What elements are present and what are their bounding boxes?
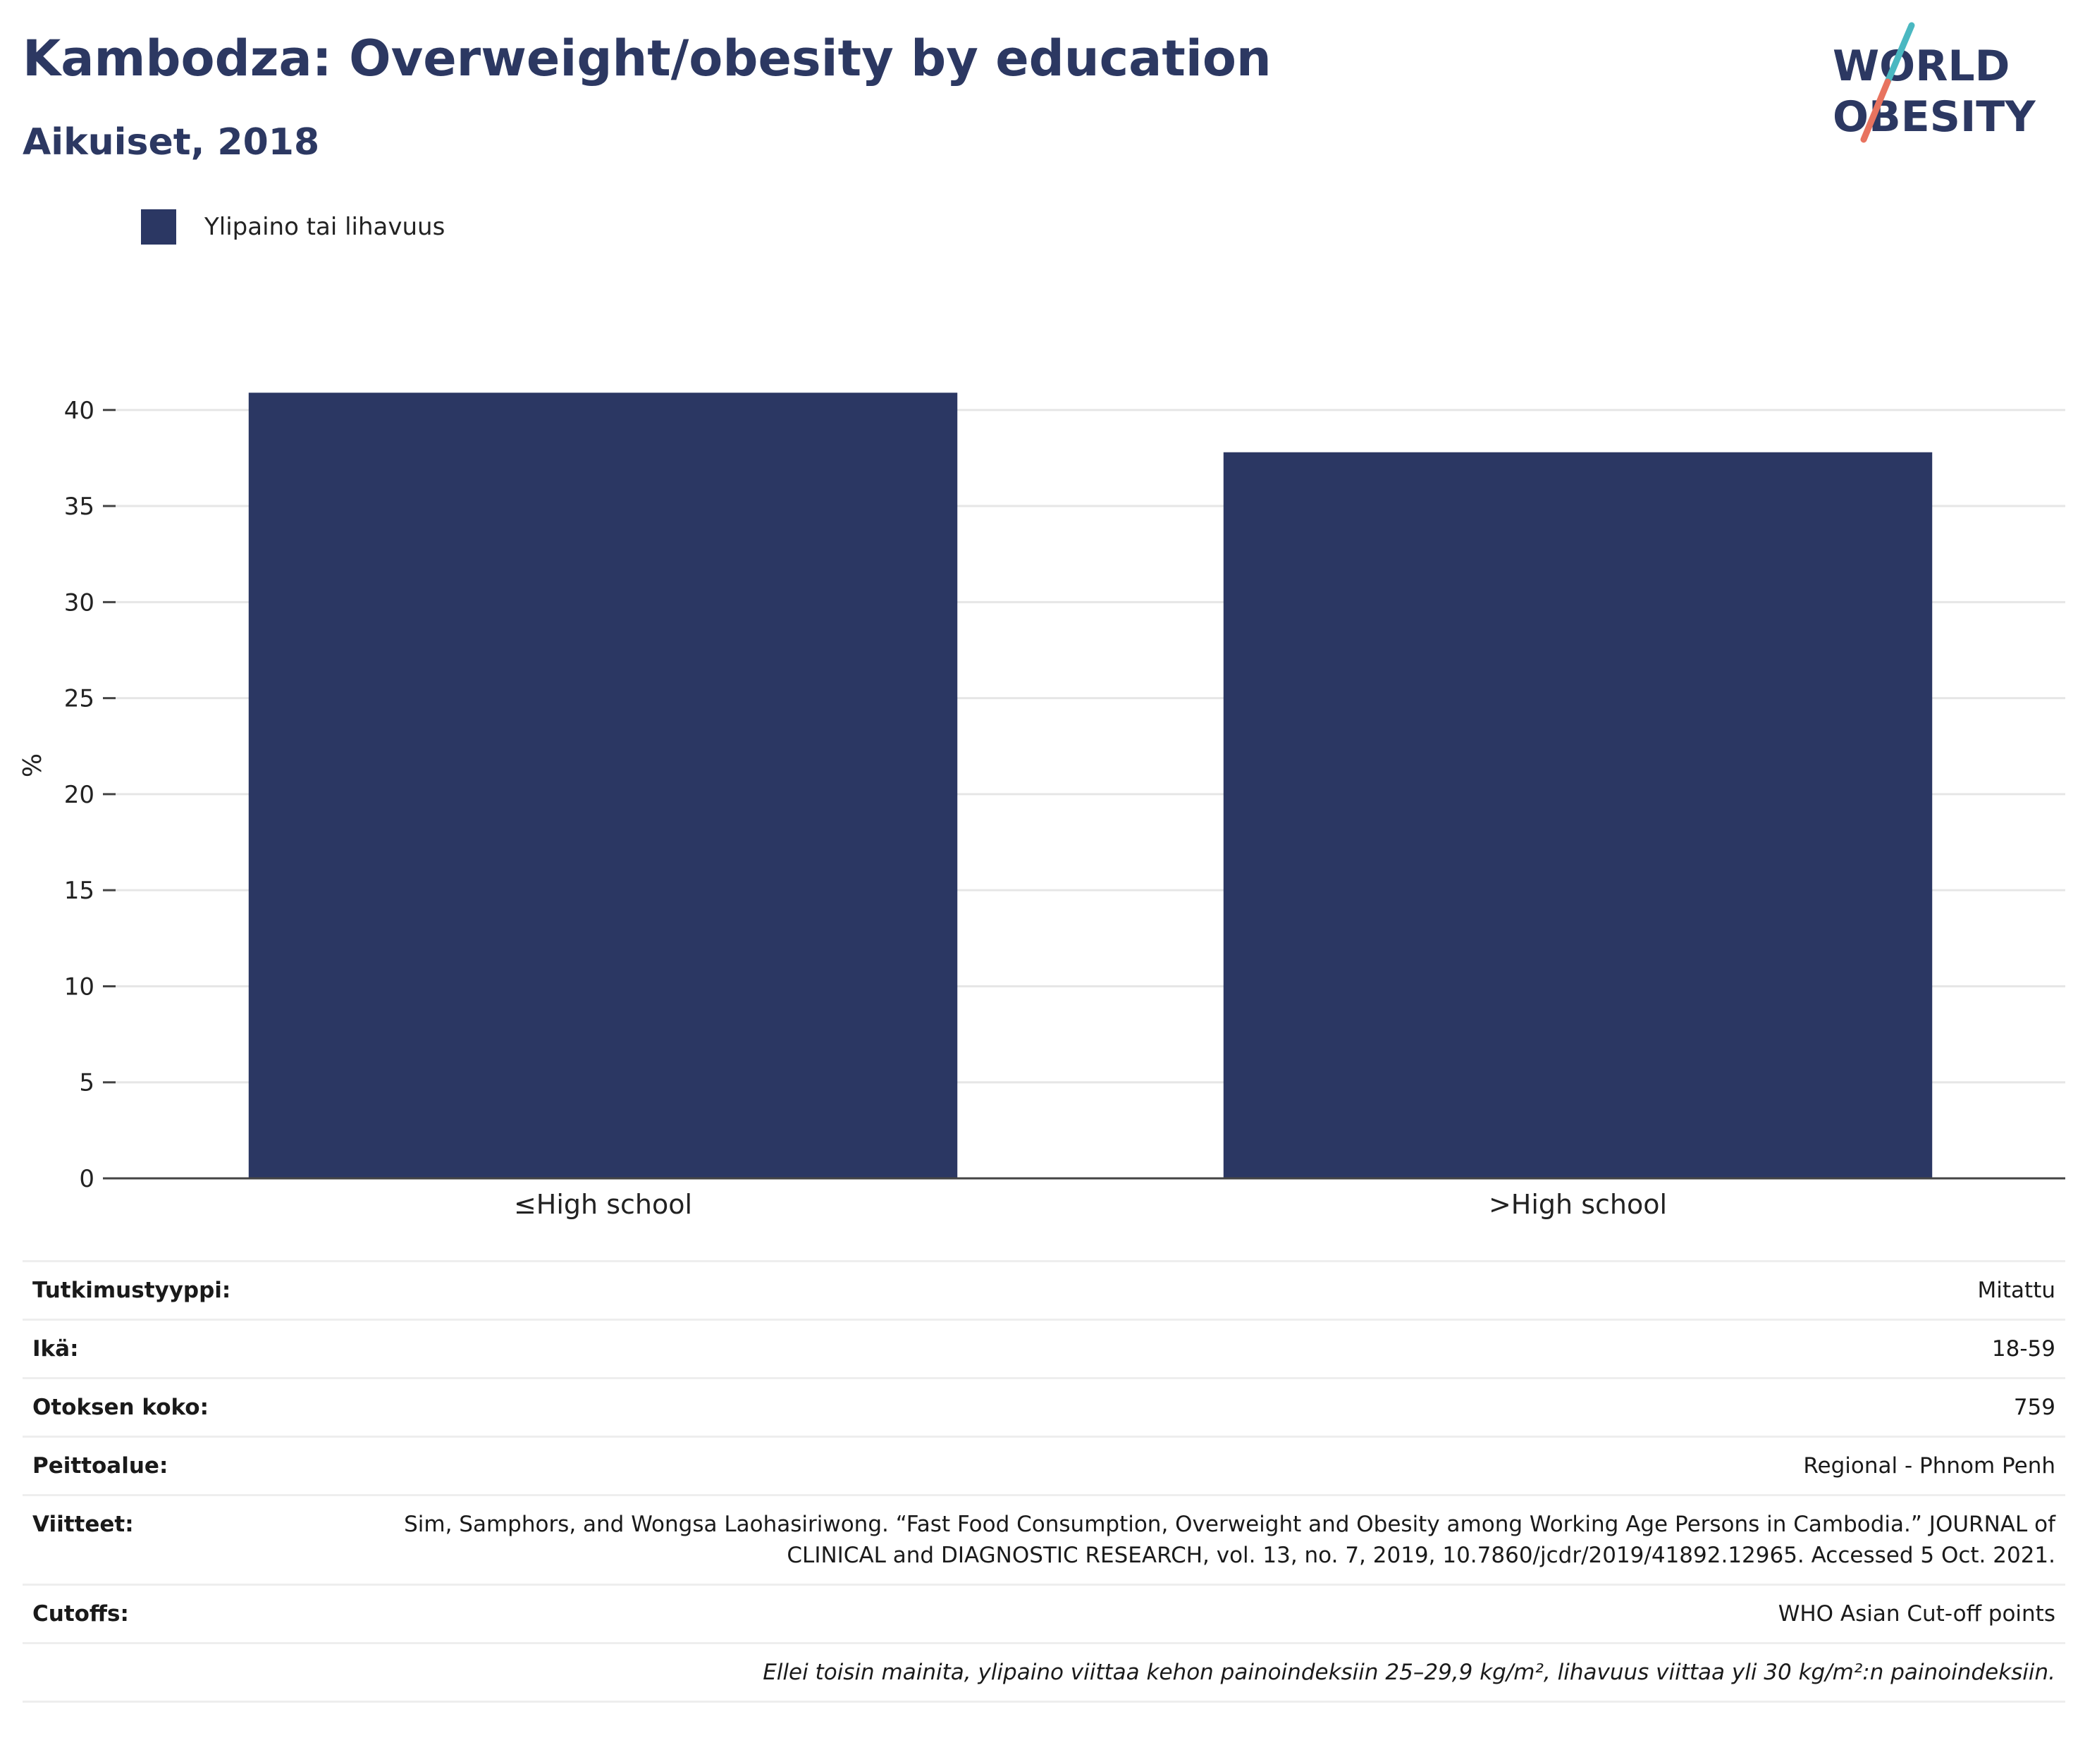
bars	[248, 393, 1933, 1178]
meta-value: Regional - Phnom Penh	[338, 1436, 2065, 1495]
meta-row-study-type: Tutkimustyyppi: Mitattu	[23, 1260, 2065, 1320]
meta-row-cutoffs: Cutoffs: WHO Asian Cut-off points	[23, 1584, 2065, 1643]
chart-legend: Ylipaino tai lihavuus	[141, 209, 445, 245]
x-tick-label: ≤High school	[514, 1189, 692, 1220]
meta-value: Mitattu	[338, 1260, 2065, 1320]
y-tick-label: 40	[64, 397, 94, 425]
meta-key: Peittoalue:	[23, 1436, 338, 1495]
bar-high-school-or-less	[248, 393, 958, 1178]
world-obesity-logo: WORLD OBESITY	[1833, 22, 2036, 143]
chart-subtitle: Aikuiset, 2018	[23, 121, 320, 164]
meta-value: 759	[338, 1377, 2065, 1437]
y-tick-label: 30	[64, 588, 94, 617]
meta-key: Tutkimustyyppi:	[23, 1260, 338, 1320]
legend-swatch	[141, 209, 176, 245]
bar-chart: 0 5 10 15 20 25 30 35 40 ≤High school >High schoo…	[18, 393, 2065, 1220]
logo-slash-top	[1884, 22, 1915, 85]
meta-row-references: Viitteet: Sim, Samphors, and Wongsa Laoh…	[23, 1494, 2065, 1585]
meta-row-coverage: Peittoalue: Regional - Phnom Penh	[23, 1436, 2065, 1495]
y-tick-label: 5	[79, 1069, 94, 1097]
chart-title: Kambodza: Overweight/obesity by educatio…	[23, 30, 1272, 87]
y-axis-label: %	[18, 753, 47, 777]
meta-row-age: Ikä: 18-59	[23, 1319, 2065, 1378]
y-tick-label: 15	[64, 877, 94, 905]
logo-slash-bottom	[1860, 78, 1891, 143]
y-tick-labels: 0 5 10 15 20 25 30 35 40	[64, 397, 116, 1193]
meta-row-note: Ellei toisin mainita, ylipaino viittaa k…	[23, 1642, 2065, 1703]
definition-note: Ellei toisin mainita, ylipaino viittaa k…	[23, 1642, 2065, 1703]
meta-key: Ikä:	[23, 1319, 338, 1378]
metadata-table: Tutkimustyyppi: Mitattu Ikä: 18-59 Otoks…	[23, 1260, 2065, 1703]
y-tick-label: 20	[64, 781, 94, 809]
bar-above-high-school	[1223, 452, 1933, 1178]
meta-key: Viitteet:	[23, 1494, 338, 1585]
x-tick-label: >High school	[1489, 1189, 1667, 1220]
meta-value: WHO Asian Cut-off points	[338, 1584, 2065, 1643]
legend-label: Ylipaino tai lihavuus	[204, 213, 445, 241]
meta-key: Otoksen koko:	[23, 1377, 338, 1437]
meta-value: 18-59	[338, 1319, 2065, 1378]
y-tick-label: 0	[79, 1165, 94, 1193]
meta-row-sample-size: Otoksen koko: 759	[23, 1377, 2065, 1437]
x-tick-labels: ≤High school >High school	[514, 1189, 1667, 1220]
meta-key: Cutoffs:	[23, 1584, 338, 1643]
meta-value: Sim, Samphors, and Wongsa Laohasiriwong.…	[338, 1494, 2065, 1585]
logo-text-world: WORLD	[1833, 42, 2010, 91]
y-tick-label: 10	[64, 973, 94, 1001]
y-tick-label: 35	[64, 493, 94, 521]
y-tick-label: 25	[64, 685, 94, 713]
